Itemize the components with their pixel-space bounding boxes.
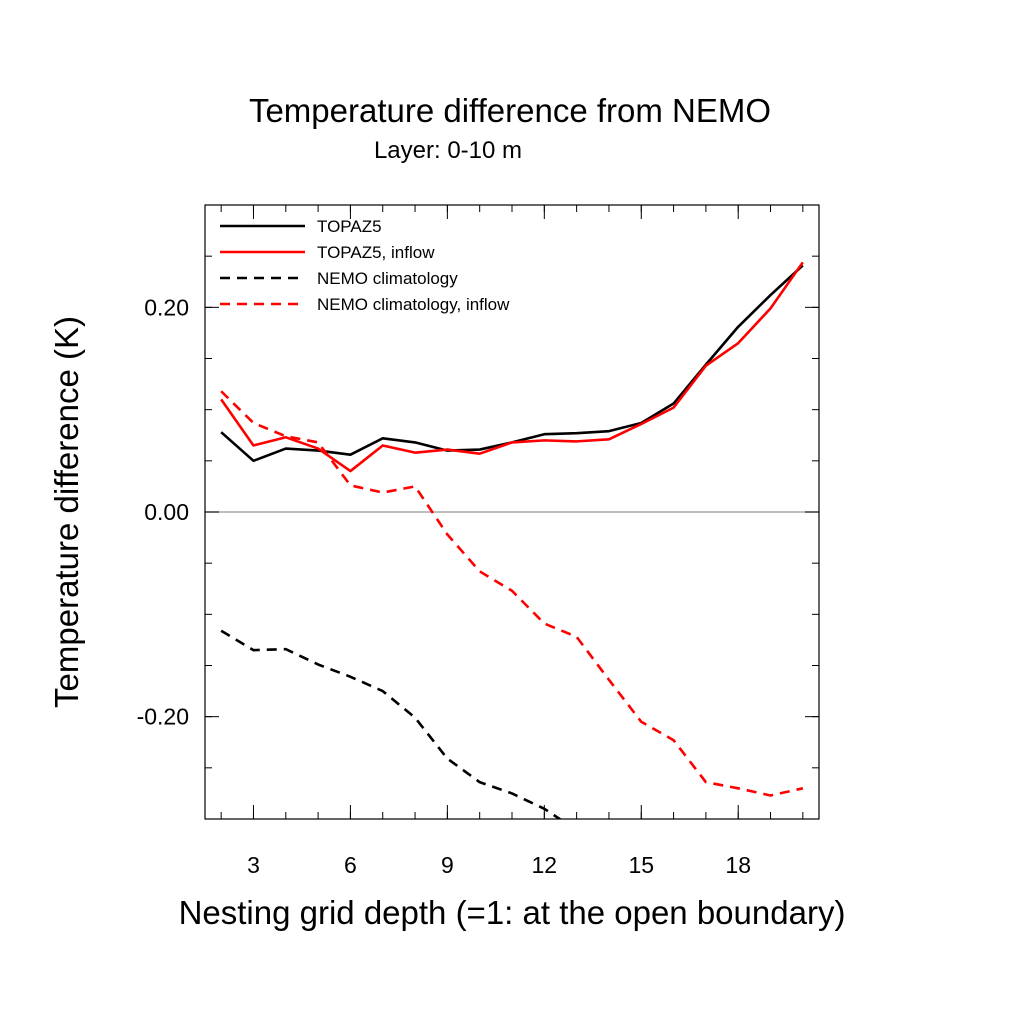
series-line-2 (220, 261, 804, 473)
x-tick-label: 18 (725, 852, 751, 878)
legend-label-2: TOPAZ5, inflow (317, 243, 435, 262)
x-tick-label: 15 (628, 852, 654, 878)
y-axis-label: Temperature difference (K) (48, 316, 85, 708)
plot-frame (204, 204, 820, 820)
y-tick-label: 0.00 (144, 499, 189, 525)
x-tick-label: 12 (532, 852, 558, 878)
x-tick-label: 9 (441, 852, 454, 878)
legend-label-1: TOPAZ5 (317, 217, 382, 236)
plot-area: 3 6 9 12 15 18 0.20 0.00 -0.20 (137, 204, 820, 878)
y-tick-label: 0.20 (144, 294, 189, 320)
series-line-4 (220, 390, 804, 797)
y-tick-label: -0.20 (137, 704, 189, 730)
legend-label-4: NEMO climatology, inflow (317, 295, 510, 314)
chart-subtitle: Layer: 0-10 m (374, 137, 522, 164)
x-tick-label: 6 (344, 852, 357, 878)
legend: TOPAZ5 TOPAZ5, inflow NEMO climatology NEMO… (220, 217, 510, 314)
legend-label-3: NEMO climatology (317, 269, 458, 288)
series-line-1 (220, 264, 804, 463)
chart-title: Temperature difference from NEMO (249, 92, 771, 129)
series-line-3 (220, 629, 563, 819)
x-tick-label: 3 (247, 852, 260, 878)
x-axis-label: Nesting grid depth (=1: at the open boun… (179, 894, 846, 931)
